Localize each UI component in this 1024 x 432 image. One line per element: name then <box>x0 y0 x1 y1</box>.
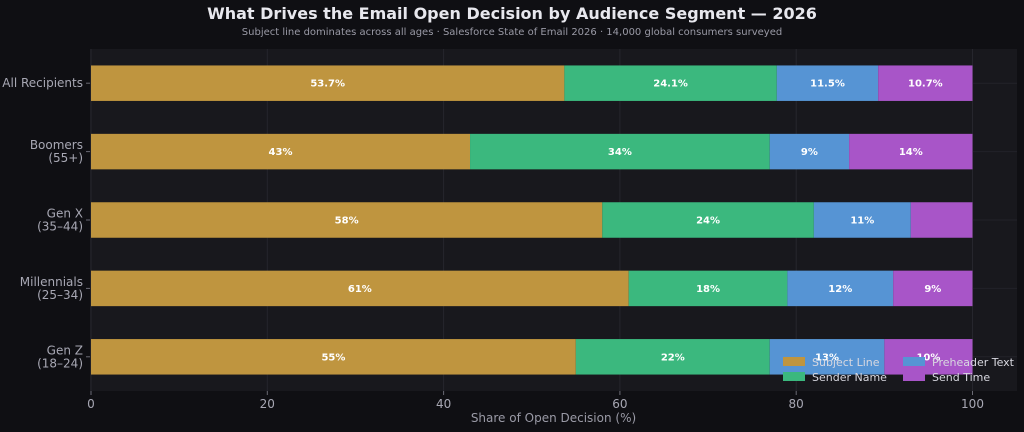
bar-segment <box>91 65 565 101</box>
bar-value-label: 11.5% <box>810 79 845 90</box>
bar-segment <box>91 339 576 375</box>
bar-segment <box>575 339 770 375</box>
bar-value-label: 11% <box>850 216 874 227</box>
bar-value-label: 55% <box>321 352 345 363</box>
bar-value-label: 22% <box>661 352 685 363</box>
bar-segment <box>787 270 894 307</box>
bar-segment <box>769 133 850 170</box>
bar-segment <box>769 339 885 375</box>
bar-value-label: 18% <box>696 284 720 295</box>
bar-value-label: 12% <box>828 284 852 295</box>
y-tick-label: Gen X (35–44) <box>37 207 83 234</box>
legend-label: Subject Line <box>812 356 880 369</box>
bar-value-label: 53.7% <box>310 79 345 90</box>
x-tick-label: 100 <box>961 397 984 411</box>
legend-label: Sender Name <box>812 371 887 384</box>
bar-value-label: 34% <box>608 147 632 158</box>
y-tick-label: Millennials (25–34) <box>20 275 83 302</box>
y-tick-label-line: Boomers <box>30 138 83 152</box>
bar-segment <box>893 270 973 307</box>
bar-value-label: 43% <box>269 147 293 158</box>
bar-segment <box>849 133 973 170</box>
bar-value-label: 14% <box>899 147 923 158</box>
y-tick-label-line: (25–34) <box>37 288 83 302</box>
x-tick-label: 0 <box>87 397 95 411</box>
legend-swatch <box>783 372 805 381</box>
bar-segment <box>91 133 471 170</box>
y-tick-label-line: Gen X <box>47 207 83 221</box>
x-tick-label: 60 <box>612 397 627 411</box>
legend-swatch <box>903 357 925 366</box>
y-tick-label: Gen Z (18–24) <box>37 343 83 370</box>
bar-segment <box>628 270 788 307</box>
legend-label: Send Time <box>932 371 990 384</box>
x-tick-label: 40 <box>436 397 451 411</box>
bar-segment <box>910 202 973 238</box>
chart-title: What Drives the Email Open Decision by A… <box>207 4 817 23</box>
legend-swatch <box>783 357 805 366</box>
bar-segment <box>776 65 879 101</box>
bar-segment <box>564 65 777 101</box>
y-tick-label-line: (35–44) <box>37 220 83 234</box>
y-tick-label-line: All Recipients <box>2 76 83 90</box>
bar-segment <box>878 65 973 101</box>
bar-value-label: 9% <box>801 147 818 158</box>
legend-swatch <box>903 372 925 381</box>
y-tick-label-line: Gen Z <box>47 343 83 357</box>
bar-segment <box>884 339 973 375</box>
y-tick-label-line: (55+) <box>48 151 83 165</box>
chart-subtitle: Subject line dominates across all ages ·… <box>241 27 783 38</box>
y-tick-label-line: (18–24) <box>37 356 83 370</box>
bar-value-label: 13% <box>815 352 839 363</box>
x-tick-label: 80 <box>789 397 804 411</box>
y-tick-label: All Recipients <box>2 76 83 90</box>
bar-value-label: 10% <box>916 352 940 363</box>
bar-value-label: 10.7% <box>908 79 943 90</box>
bar-value-label: 24% <box>696 216 720 227</box>
legend-label: Preheader Text <box>932 356 1015 369</box>
bar-segment <box>91 270 629 307</box>
bar-value-label: 24.1% <box>653 79 688 90</box>
bar-value-label: 9% <box>924 284 941 295</box>
x-axis-title: Share of Open Decision (%) <box>471 411 636 425</box>
bar-segment <box>91 202 603 238</box>
x-tick-label: 20 <box>260 397 275 411</box>
bar-value-label: 61% <box>348 284 372 295</box>
y-tick-label: Boomers (55+) <box>30 138 83 165</box>
y-tick-label-line: Millennials <box>20 275 83 289</box>
bar-segment <box>602 202 814 238</box>
bar-segment <box>470 133 770 170</box>
bar-segment <box>813 202 911 238</box>
bar-value-label: 58% <box>335 216 359 227</box>
